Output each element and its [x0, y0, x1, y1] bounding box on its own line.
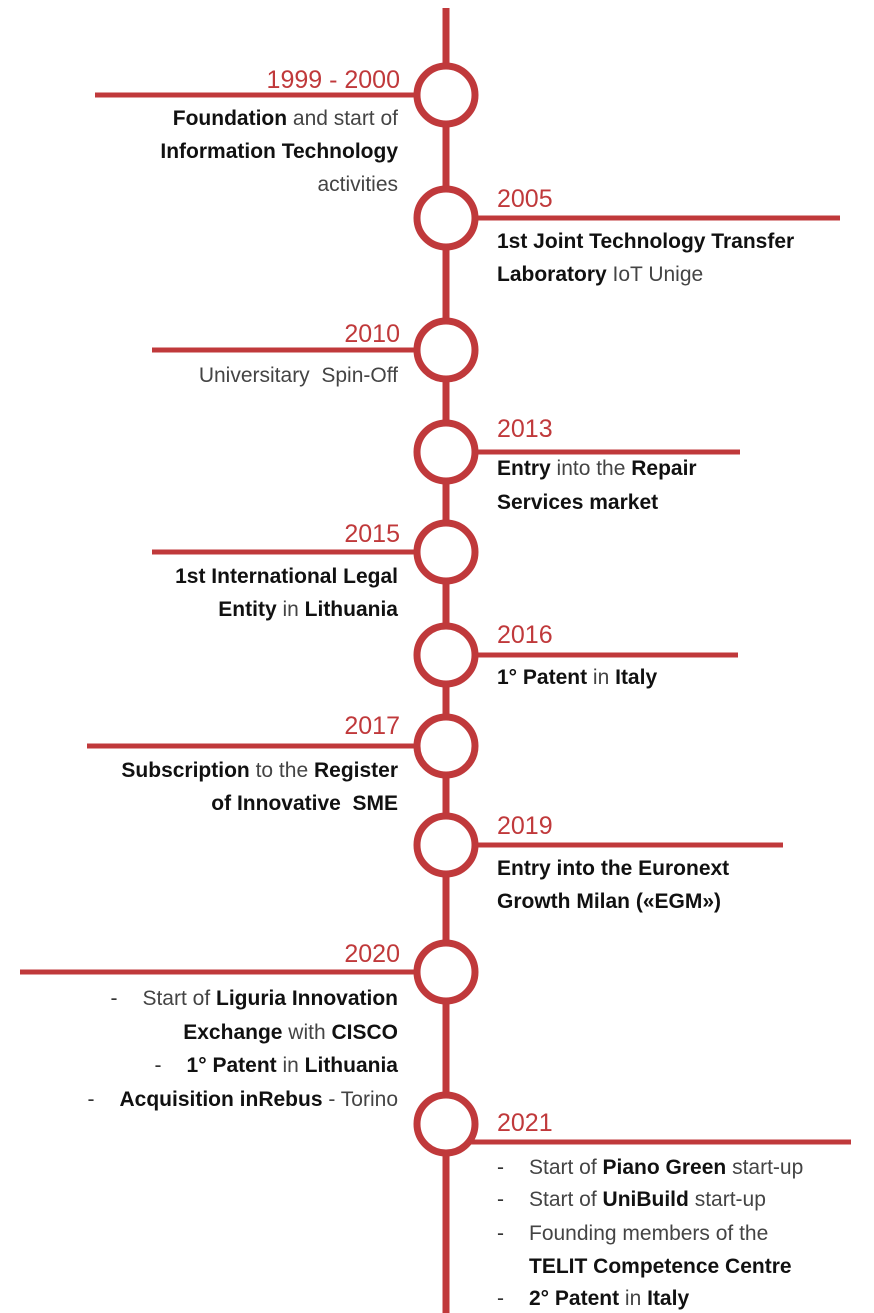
line-segment: Entity	[218, 598, 277, 621]
line-segment: Start of	[529, 1156, 603, 1179]
event-marker	[413, 62, 479, 128]
line-segment: Italy	[615, 666, 658, 689]
event-line: Information Technology	[160, 139, 398, 165]
event-line: - Start of Liguria Innovation	[110, 986, 398, 1012]
event-marker	[413, 713, 479, 779]
bullet: -	[87, 1088, 95, 1111]
event-marker	[413, 317, 479, 383]
line-segment: Founding members of the	[529, 1222, 769, 1245]
event-year: 2016	[497, 621, 553, 649]
line-segment: Exchange	[183, 1021, 283, 1044]
line-segment: - Torino	[322, 1088, 398, 1111]
event-year: 2005	[497, 185, 553, 213]
line-segment: Start of	[529, 1188, 603, 1211]
bullet: -	[497, 1222, 504, 1245]
bullet: -	[110, 987, 118, 1010]
bullet: -	[497, 1156, 504, 1179]
line-segment: 1st Joint Technology Transfer	[497, 230, 795, 253]
line-segment: Register	[313, 759, 398, 782]
event-line: TELIT Competence Centre	[497, 1254, 792, 1280]
line-segment: 1° Patent	[497, 666, 588, 689]
bullet: -	[497, 1188, 504, 1211]
line-segment: 1° Patent	[186, 1054, 277, 1077]
line-segment: Start of	[142, 987, 216, 1010]
event-line: - 1° Patent in Lithuania	[155, 1053, 398, 1079]
line-segment: Repair	[631, 457, 697, 480]
event-line: Laboratory IoT Unige	[497, 262, 703, 288]
event-marker	[413, 419, 479, 485]
line-segment: Subscription	[121, 759, 250, 782]
event-year: 1999 - 2000	[266, 66, 400, 94]
event-line: 1° Patent in Italy	[497, 665, 657, 691]
line-segment: of Innovative SME	[211, 792, 398, 815]
line-segment: to the	[249, 759, 314, 782]
event-line: 1st Joint Technology Transfer	[497, 229, 794, 255]
line-segment: start-up	[688, 1188, 766, 1211]
event-year: 2013	[497, 415, 553, 443]
event-line: - 2° Patent in Italy	[497, 1286, 689, 1312]
event-line: - Start of UniBuild start-up	[497, 1187, 766, 1213]
line-segment: 2° Patent	[529, 1287, 620, 1310]
line-segment: 1st International Legal	[175, 565, 398, 588]
event-year: 2010	[344, 320, 400, 348]
event-line: 1st International Legal	[175, 564, 398, 590]
line-segment: Laboratory	[497, 263, 607, 286]
line-segment: into the	[550, 457, 632, 480]
event-line: Foundation and start of	[173, 106, 398, 132]
line-segment: Liguria Innovation	[216, 987, 398, 1010]
line-segment: and start of	[287, 107, 398, 130]
line-segment: Growth Milan («EGM»)	[497, 890, 722, 913]
line-segment: Entry into the Euronext	[497, 857, 730, 880]
event-line: Growth Milan («EGM»)	[497, 889, 721, 915]
event-year: 2021	[497, 1109, 553, 1137]
event-marker	[413, 939, 479, 1005]
event-line: activities	[317, 172, 398, 198]
line-segment: Lithuania	[304, 1054, 398, 1077]
line-segment: Services market	[497, 491, 659, 514]
event-marker	[413, 519, 479, 585]
line-segment: Foundation	[172, 107, 288, 130]
event-year: 2017	[344, 712, 400, 740]
line-segment: CISCO	[331, 1021, 398, 1044]
event-marker	[413, 812, 479, 878]
bullet: -	[154, 1054, 162, 1077]
line-segment: TELIT Competence Centre	[529, 1255, 792, 1278]
line-segment: in	[276, 1054, 305, 1077]
event-line: Entry into the Euronext	[497, 856, 729, 882]
event-line: Exchange with CISCO	[183, 1020, 398, 1046]
event-line: of Innovative SME	[211, 791, 398, 817]
event-year: 2020	[344, 940, 400, 968]
event-line: - Founding members of the	[497, 1221, 768, 1247]
bullet: -	[497, 1287, 504, 1310]
event-line: Services market	[497, 490, 658, 516]
line-segment: start-up	[726, 1156, 804, 1179]
event-line: Subscription to the Register	[121, 758, 398, 784]
line-segment: Information Technology	[160, 140, 398, 163]
line-segment: in	[619, 1287, 648, 1310]
line-segment: Lithuania	[304, 598, 398, 621]
line-segment: Entry	[497, 457, 551, 480]
line-segment: Italy	[647, 1287, 690, 1310]
event-line: Entity in Lithuania	[218, 597, 398, 623]
event-line: Universitary Spin-Off	[199, 363, 398, 389]
event-line: Entry into the Repair	[497, 456, 697, 482]
event-line: - Acquisition inRebus - Torino	[88, 1087, 399, 1113]
line-segment: in	[587, 666, 616, 689]
event-line: - Start of Piano Green start-up	[497, 1155, 803, 1181]
line-segment: UniBuild	[602, 1188, 689, 1211]
line-segment: Universitary Spin-Off	[198, 364, 398, 387]
line-segment: activities	[317, 173, 398, 196]
line-segment: IoT Unige	[606, 263, 704, 286]
line-segment: Acquisition inRebus	[119, 1088, 323, 1111]
event-marker	[413, 622, 479, 688]
line-segment: with	[282, 1021, 332, 1044]
event-marker	[413, 1091, 479, 1157]
event-year: 2019	[497, 812, 553, 840]
event-year: 2015	[344, 520, 400, 548]
line-segment: Piano Green	[602, 1156, 727, 1179]
event-marker	[413, 185, 479, 251]
line-segment: in	[276, 598, 305, 621]
